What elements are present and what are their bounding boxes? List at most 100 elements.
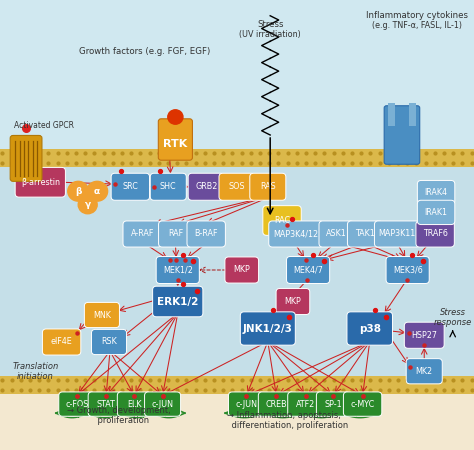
FancyBboxPatch shape	[288, 392, 324, 416]
FancyBboxPatch shape	[145, 392, 181, 416]
Text: B-RAF: B-RAF	[194, 230, 218, 238]
Text: → Inflammation, apoptosis,
    differentiation, proliferation: → Inflammation, apoptosis, differentiati…	[221, 411, 348, 430]
Bar	[0, 376, 474, 394]
Text: IRAK4: IRAK4	[425, 188, 447, 197]
Text: TAK1: TAK1	[355, 230, 375, 238]
FancyBboxPatch shape	[91, 329, 127, 355]
Text: RTK: RTK	[163, 139, 188, 149]
FancyBboxPatch shape	[263, 206, 301, 235]
FancyBboxPatch shape	[404, 322, 444, 348]
Text: MEK1/2: MEK1/2	[163, 266, 193, 274]
Text: SRC: SRC	[122, 182, 138, 191]
Text: MEK3/6: MEK3/6	[393, 266, 422, 274]
Bar	[161, 125, 167, 137]
Text: IRAK1: IRAK1	[425, 208, 447, 217]
Text: c-JUN: c-JUN	[236, 400, 257, 409]
Text: GRB2: GRB2	[195, 182, 218, 191]
FancyBboxPatch shape	[269, 221, 324, 247]
Circle shape	[68, 181, 89, 201]
Text: RAF: RAF	[168, 230, 183, 238]
FancyBboxPatch shape	[258, 392, 294, 416]
FancyBboxPatch shape	[158, 221, 192, 247]
FancyBboxPatch shape	[286, 256, 330, 284]
FancyBboxPatch shape	[416, 221, 454, 247]
FancyBboxPatch shape	[59, 392, 95, 416]
Text: MAP3K11: MAP3K11	[379, 230, 416, 238]
Text: TRAF6: TRAF6	[423, 230, 447, 238]
Circle shape	[168, 110, 183, 124]
FancyBboxPatch shape	[347, 221, 383, 247]
Bar	[184, 125, 190, 137]
Text: RAS: RAS	[260, 182, 276, 191]
FancyBboxPatch shape	[10, 135, 42, 181]
FancyBboxPatch shape	[123, 221, 161, 247]
Text: (e.g. TNF-α, FASL, IL-1): (e.g. TNF-α, FASL, IL-1)	[372, 21, 462, 30]
FancyBboxPatch shape	[15, 167, 65, 197]
Text: MAP3K4/12: MAP3K4/12	[273, 230, 319, 238]
FancyBboxPatch shape	[250, 173, 286, 200]
Text: ERK1/2: ERK1/2	[157, 297, 199, 306]
Text: → Growth, development,
    proliferation: → Growth, development, proliferation	[67, 405, 170, 425]
Text: Inflammatory cytokines: Inflammatory cytokines	[366, 11, 468, 20]
Text: A-RAF: A-RAF	[130, 230, 154, 238]
Bar	[388, 104, 395, 126]
FancyBboxPatch shape	[343, 392, 382, 416]
Text: SHC: SHC	[160, 182, 177, 191]
FancyBboxPatch shape	[374, 221, 420, 247]
Bar	[0, 149, 474, 167]
Text: MEK4/7: MEK4/7	[293, 266, 323, 274]
Text: HSP27: HSP27	[411, 331, 437, 340]
Text: Activated GPCR: Activated GPCR	[14, 121, 74, 130]
Text: (UV irradiation): (UV irradiation)	[239, 30, 301, 39]
Bar	[0, 0, 474, 153]
Text: Translation
initiation: Translation initiation	[12, 361, 59, 381]
FancyBboxPatch shape	[117, 392, 151, 416]
FancyBboxPatch shape	[88, 392, 124, 416]
Text: Growth factors (e.g. FGF, EGF): Growth factors (e.g. FGF, EGF)	[79, 47, 210, 56]
Text: STAT: STAT	[97, 400, 116, 409]
FancyBboxPatch shape	[188, 173, 224, 200]
FancyBboxPatch shape	[153, 286, 203, 317]
FancyBboxPatch shape	[406, 359, 442, 384]
Text: MK2: MK2	[416, 367, 433, 376]
Text: MKP: MKP	[284, 297, 301, 306]
Text: β: β	[75, 187, 82, 196]
Circle shape	[78, 196, 97, 214]
Text: c-FOS: c-FOS	[65, 400, 89, 409]
Text: MKP: MKP	[233, 266, 250, 274]
Text: ATF2: ATF2	[296, 400, 315, 409]
FancyBboxPatch shape	[347, 312, 392, 345]
FancyBboxPatch shape	[240, 312, 295, 345]
FancyBboxPatch shape	[219, 173, 255, 200]
FancyBboxPatch shape	[276, 288, 310, 315]
Text: β-arrestin: β-arrestin	[21, 178, 60, 187]
Text: Stress
response: Stress response	[434, 307, 472, 327]
Text: SOS: SOS	[228, 182, 246, 191]
FancyBboxPatch shape	[42, 329, 81, 355]
Text: SP-1: SP-1	[324, 400, 342, 409]
Text: JNK1/2/3: JNK1/2/3	[243, 324, 293, 333]
FancyBboxPatch shape	[156, 256, 199, 284]
FancyBboxPatch shape	[386, 256, 429, 284]
Text: CREB: CREB	[265, 400, 287, 409]
Text: ASK1: ASK1	[326, 230, 347, 238]
Text: c-JUN: c-JUN	[152, 400, 173, 409]
FancyBboxPatch shape	[225, 257, 259, 283]
Text: MNK: MNK	[93, 310, 111, 320]
FancyBboxPatch shape	[319, 221, 354, 247]
Text: eIF4E: eIF4E	[51, 338, 73, 346]
Text: Stress: Stress	[257, 20, 283, 29]
Text: c-MYC: c-MYC	[350, 400, 375, 409]
Text: RSK: RSK	[101, 338, 117, 346]
Bar	[0, 0, 474, 385]
Text: RAC: RAC	[274, 216, 290, 225]
Circle shape	[87, 181, 108, 201]
Bar	[0, 385, 474, 450]
FancyBboxPatch shape	[158, 119, 192, 160]
FancyBboxPatch shape	[187, 221, 226, 247]
Text: γ: γ	[85, 200, 91, 209]
Text: ELK: ELK	[127, 400, 141, 409]
FancyBboxPatch shape	[150, 173, 186, 200]
FancyBboxPatch shape	[316, 392, 350, 416]
FancyBboxPatch shape	[111, 173, 149, 200]
